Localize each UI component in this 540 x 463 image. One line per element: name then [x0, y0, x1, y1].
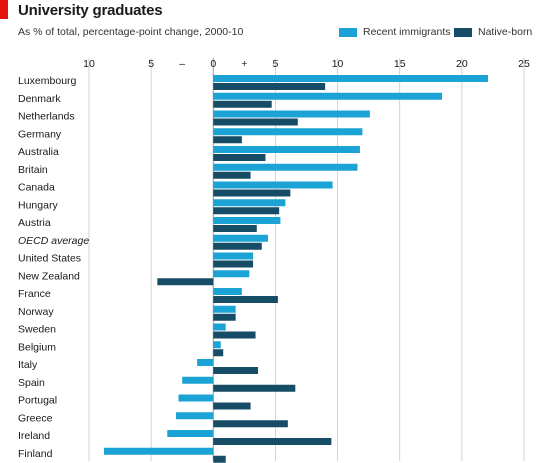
x-tick-label-2: 0	[210, 58, 216, 70]
bar-immigrants-16	[197, 359, 214, 366]
bar-native-3	[213, 136, 242, 144]
x-tick-label-6: 20	[456, 58, 468, 70]
legend-swatch-immigrants	[339, 27, 357, 37]
category-label-18: Portugal	[18, 395, 57, 407]
bar-native-8	[213, 225, 257, 232]
x-tick-label-0: 10	[83, 58, 95, 70]
category-label-6: Canada	[18, 182, 55, 194]
bar-immigrants-6	[213, 181, 333, 189]
x-sign-label-minus: –	[179, 58, 185, 70]
category-label-17: Spain	[18, 377, 45, 389]
chart-subtitle: As % of total, percentage-point change, …	[18, 26, 244, 38]
bar-native-15	[213, 349, 224, 357]
bar-native-1	[213, 100, 272, 108]
bar-native-13	[213, 313, 236, 321]
bar-native-12	[213, 296, 278, 303]
bar-native-6	[213, 189, 291, 197]
category-label-19: Greece	[18, 412, 53, 424]
category-label-16: Italy	[18, 359, 38, 371]
bar-native-0	[213, 83, 326, 90]
category-label-5: Britain	[18, 164, 48, 176]
bar-immigrants-0	[213, 75, 488, 82]
brand-red-tag	[0, 0, 8, 19]
bar-native-20	[213, 438, 332, 445]
bar-immigrants-9	[213, 234, 268, 242]
x-tick-label-1: 5	[148, 58, 154, 70]
bar-immigrants-11	[213, 270, 250, 278]
category-label-21: Finland	[18, 448, 53, 460]
category-label-4: Australia	[18, 146, 59, 158]
bar-native-19	[213, 420, 288, 428]
x-tick-label-3: 5	[273, 58, 279, 70]
bar-immigrants-2	[213, 110, 370, 118]
bar-immigrants-1	[213, 92, 442, 100]
bar-immigrants-12	[213, 288, 242, 295]
category-label-10: United States	[18, 253, 81, 265]
bar-immigrants-8	[213, 217, 281, 224]
bar-immigrants-3	[213, 128, 363, 136]
bar-native-5	[213, 171, 251, 179]
category-label-11: New Zealand	[18, 270, 80, 282]
bar-native-14	[213, 331, 256, 339]
bar-native-11	[157, 278, 214, 286]
category-label-2: Netherlands	[18, 111, 75, 123]
bar-native-4	[213, 154, 266, 161]
bar-native-10	[213, 260, 254, 268]
legend-item-immigrants: Recent immigrants	[339, 26, 451, 38]
category-label-20: Ireland	[18, 430, 50, 442]
x-tick-label-7: 25	[518, 58, 530, 70]
category-label-15: Belgium	[18, 341, 56, 353]
chart-title: University graduates	[18, 2, 163, 19]
legend-label-native: Native-born	[478, 26, 533, 38]
bar-immigrants-21	[103, 447, 214, 455]
bar-immigrants-18	[178, 394, 214, 402]
bar-immigrants-4	[213, 146, 360, 153]
bar-native-17	[213, 384, 296, 392]
bar-immigrants-20	[167, 430, 214, 437]
x-sign-label-plus: +	[241, 58, 247, 70]
bar-native-16	[213, 367, 259, 374]
bar-immigrants-17	[182, 376, 214, 384]
legend-swatch-native	[454, 27, 472, 37]
category-label-8: Austria	[18, 217, 51, 229]
bar-immigrants-19	[176, 412, 214, 420]
bar-immigrants-14	[213, 323, 226, 331]
category-label-14: Sweden	[18, 324, 56, 336]
legend-label-immigrants: Recent immigrants	[363, 26, 451, 38]
bar-immigrants-13	[213, 305, 236, 313]
bar-immigrants-7	[213, 199, 286, 207]
bar-native-18	[213, 402, 251, 410]
bar-immigrants-10	[213, 252, 254, 260]
bar-native-21	[213, 455, 226, 463]
x-tick-label-4: 10	[332, 58, 344, 70]
category-label-1: Denmark	[18, 93, 61, 105]
x-tick-label-5: 15	[394, 58, 406, 70]
category-label-3: Germany	[18, 128, 62, 140]
category-label-9: OECD average	[18, 235, 89, 247]
legend-item-native: Native-born	[454, 26, 532, 38]
category-label-7: Hungary	[18, 199, 58, 211]
bar-native-9	[213, 242, 262, 250]
bar-native-2	[213, 118, 298, 126]
bar-immigrants-15	[213, 341, 221, 349]
bar-immigrants-5	[213, 163, 358, 171]
bar-native-7	[213, 207, 280, 215]
category-label-0: Luxembourg	[18, 75, 77, 87]
category-label-13: Norway	[18, 306, 54, 318]
category-label-12: France	[18, 288, 51, 300]
